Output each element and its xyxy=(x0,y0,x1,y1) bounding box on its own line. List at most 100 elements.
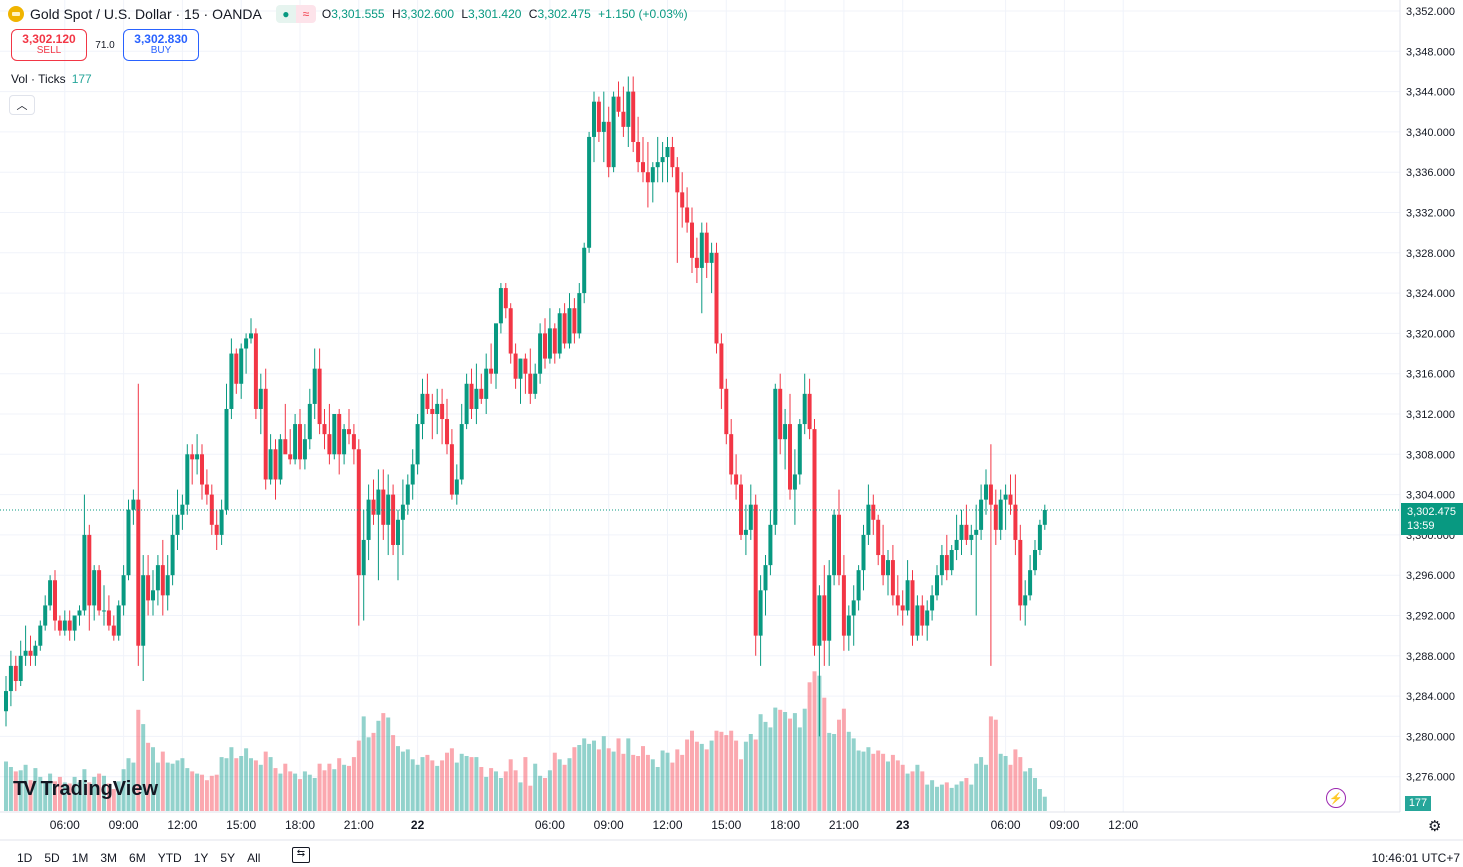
range-3m[interactable]: 3M xyxy=(100,851,118,865)
volume-bar xyxy=(851,738,856,811)
time-range-bar: 1D 5D 1M 3M 6M YTD 1Y 5Y All xyxy=(17,851,272,865)
volume-bar xyxy=(469,757,474,811)
range-all[interactable]: All xyxy=(247,851,261,865)
volume-bar xyxy=(273,768,278,811)
volume-bar xyxy=(577,745,582,811)
range-6m[interactable]: 6M xyxy=(129,851,146,865)
volume-bar xyxy=(400,751,405,811)
volume-bar xyxy=(837,719,841,811)
price-axis[interactable]: 3,352.000 3,348.000 3,344.000 3,340.000 3,33… xyxy=(1406,6,1455,784)
candle-body xyxy=(508,308,513,354)
range-1d[interactable]: 1D xyxy=(17,851,33,865)
volume-bar xyxy=(900,764,905,811)
ohlc-close-key: C xyxy=(528,7,538,21)
candle-body xyxy=(979,499,984,530)
candle-body xyxy=(1033,550,1037,571)
volume-bar xyxy=(312,778,317,811)
gold-symbol-icon[interactable] xyxy=(8,6,24,22)
delayed-data-icon[interactable]: ≈ xyxy=(295,5,316,23)
volume-bar xyxy=(998,753,1003,811)
price-tick-label: 3,324.000 xyxy=(1406,288,1455,300)
volume-bar xyxy=(949,787,954,811)
tradingview-logo[interactable]: TV TradingView xyxy=(13,778,158,801)
lightning-icon[interactable]: ⚡ xyxy=(1326,788,1346,808)
volume-bar xyxy=(636,756,641,811)
collapse-legend-button[interactable]: ︿ xyxy=(9,95,35,115)
candle-body xyxy=(621,111,626,127)
volume-bar xyxy=(753,739,758,811)
candle-body xyxy=(592,101,596,137)
volume-bar xyxy=(724,735,729,811)
settings-gear-icon[interactable]: ⚙ xyxy=(1428,818,1442,835)
volume-bar xyxy=(371,732,376,811)
candle-body xyxy=(312,368,317,404)
volume-bar xyxy=(337,758,342,811)
candle-body xyxy=(170,534,175,576)
range-ytd[interactable]: YTD xyxy=(157,851,182,865)
volume-bar xyxy=(935,786,939,811)
volume-bar xyxy=(528,785,533,811)
symbol-title[interactable]: Gold Spot / U.S. Dollar · 15 · OANDA xyxy=(30,6,262,22)
volume-bar xyxy=(474,757,479,811)
volume-bar xyxy=(802,708,807,811)
volume-bar xyxy=(92,776,97,811)
volume-bar xyxy=(543,778,547,811)
volume-bar xyxy=(841,708,846,811)
status-pill[interactable]: ● ≈ xyxy=(275,5,316,23)
range-1m[interactable]: 1M xyxy=(71,851,89,865)
volume-bar xyxy=(645,754,650,811)
candle-body xyxy=(23,650,28,656)
volume-bar xyxy=(890,754,895,811)
volume-bar xyxy=(856,750,861,811)
candle-body xyxy=(939,555,944,576)
candle-body xyxy=(4,691,8,712)
volume-bar xyxy=(1018,757,1023,811)
goto-date-icon[interactable]: ⇆ xyxy=(292,847,310,863)
candle-body xyxy=(1042,509,1047,525)
candle-body xyxy=(964,524,969,540)
volume-bar xyxy=(557,759,562,811)
candle-body xyxy=(151,590,155,601)
candle-body xyxy=(694,257,699,268)
candle-body xyxy=(1018,539,1023,606)
volume-bar xyxy=(729,730,734,811)
price-tick-label: 3,312.000 xyxy=(1406,409,1455,421)
range-5y[interactable]: 5Y xyxy=(220,851,236,865)
candle-body xyxy=(783,424,788,440)
volume-bar xyxy=(219,757,224,811)
range-5d[interactable]: 5D xyxy=(44,851,60,865)
time-axis[interactable]: 06:00 09:00 12:00 15:00 18:00 21:00 22 06:00 09:… xyxy=(50,818,1139,832)
volume-bar xyxy=(616,738,621,811)
volume-bar xyxy=(342,764,347,811)
market-open-icon[interactable]: ● xyxy=(275,5,296,23)
candle-body xyxy=(479,388,484,399)
volume-bar xyxy=(567,758,572,811)
candle-body xyxy=(993,504,998,530)
volume-bar xyxy=(871,753,876,811)
volume-bar xyxy=(778,709,783,811)
volume-bar xyxy=(758,714,763,811)
volume-bar xyxy=(53,781,57,811)
volume-bar xyxy=(925,784,930,811)
candle-body xyxy=(77,610,82,616)
volume-bar xyxy=(739,759,743,811)
volume-legend[interactable]: Vol · Ticks 177 xyxy=(11,72,92,86)
sell-button[interactable]: 3,302.120 SELL xyxy=(11,29,87,61)
volume-bar xyxy=(249,758,253,811)
time-tick-label: 06:00 xyxy=(50,818,80,832)
time-tick-label: 15:00 xyxy=(711,818,741,832)
volume-bar xyxy=(464,756,469,811)
volume-bar xyxy=(993,719,998,811)
volume-bar xyxy=(102,775,106,811)
candle-body xyxy=(768,524,773,566)
ohlc-low-key: L xyxy=(461,7,469,21)
candle-body xyxy=(974,529,979,535)
candle-body xyxy=(822,595,827,641)
candle-body xyxy=(797,424,802,475)
clock[interactable]: 10:46:01 UTC+7 xyxy=(1371,851,1460,865)
candle-body xyxy=(239,348,244,384)
volume-bar xyxy=(322,770,327,811)
buy-button[interactable]: 3,302.830 BUY xyxy=(123,29,199,61)
range-1y[interactable]: 1Y xyxy=(193,851,209,865)
